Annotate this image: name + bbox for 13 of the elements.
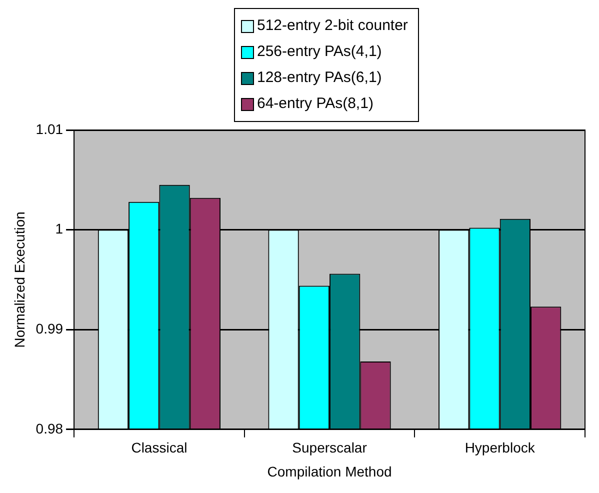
y-tick-label: 1 [55,220,64,237]
y-tick-label: 0.99 [36,320,64,336]
y-axis-title: Normalized Execution [11,212,28,348]
x-tick-label: Classical [131,440,188,456]
y-tick-label: 1.01 [36,120,64,137]
legend-label: 128-entry PAs(6,1) [257,68,382,88]
x-tick-label: Hyperblock [464,440,536,456]
legend-label: 64-entry PAs(8,1) [257,94,374,114]
legend-label: 512-entry 2-bit counter [257,16,408,36]
y-tick-label: 0.98 [36,420,64,436]
x-axis-title: Compilation Method [267,463,392,480]
legend-label: 256-entry PAs(4,1) [257,42,382,62]
x-tick-label: Superscalar [292,440,368,456]
